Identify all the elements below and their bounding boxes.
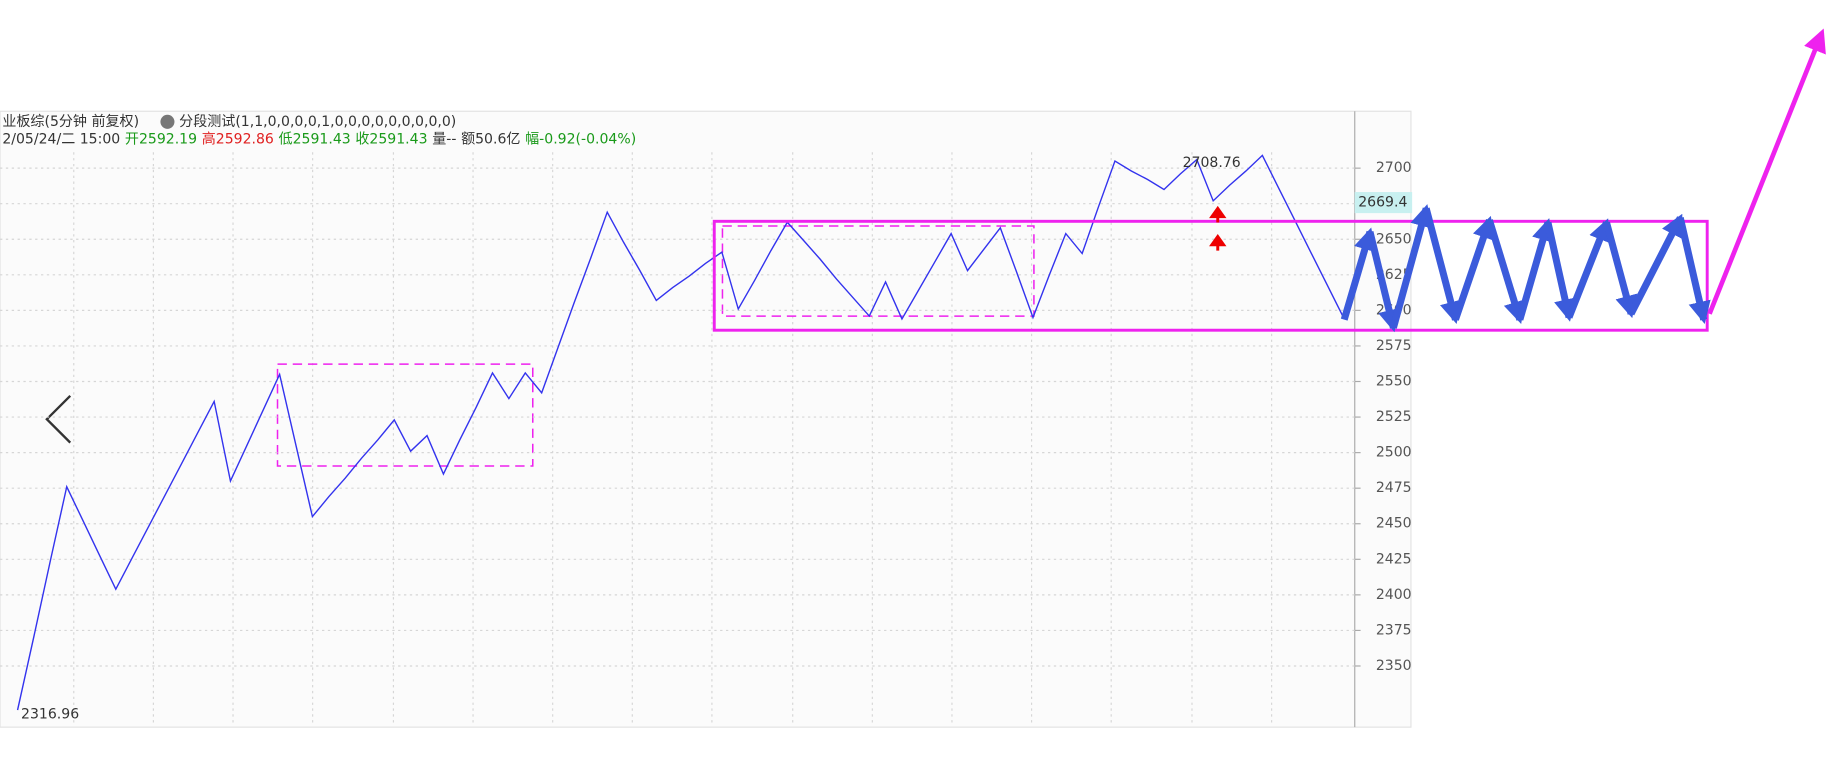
quote-item: 量-- [432,131,456,147]
quote-item: 2/05/24/二 15:00 [2,131,120,147]
quote-item: 收2591.43 [355,131,427,147]
low-label: 2316.96 [21,706,79,722]
y-tick-label: 2400 [1376,587,1412,603]
v-grid [73,152,1273,726]
quote-line: 2/05/24/二 15:00 开2592.19 高2592.86 低2591.43 收… [2,130,636,147]
y-tick-label: 2650 [1376,231,1412,247]
range-box [721,225,1035,317]
plot-panel [0,110,1412,728]
y-tick-label: 2575 [1376,338,1412,354]
y-tick-label: 2475 [1376,480,1412,496]
signal-arrows [1209,205,1227,251]
high-label: 2708.76 [1183,155,1241,171]
y-tick-label: 2450 [1376,516,1412,532]
price-tag-box [1354,192,1413,214]
y-tick-label: 2700 [1376,160,1412,176]
projection [1340,204,1711,333]
indicator: 分段测试(1,1,0,0,0,0,1,0,0,0,0,0,0,0,0,0) [179,114,456,130]
price-line [16,154,1345,711]
price-tag: 2669.4 [1358,195,1407,211]
y-tick-label: 2500 [1376,445,1412,461]
quote-item: 额50.6亿 [461,131,520,147]
quote-text: 2/05/24/二 15:00 开2592.19 高2592.86 低2591.43 收… [2,130,636,147]
y-tick-label: 2350 [1376,658,1412,674]
indicator-icon [160,114,175,129]
range-box [276,363,534,467]
quote-item: 幅-0.92(-0.04%) [525,131,636,147]
chart-title: 业板综(5分钟 前复权) [2,113,139,130]
range-box [712,219,1709,332]
y-tick-label: 2425 [1376,551,1412,567]
quote-item: 低2591.43 [279,131,351,147]
y-tick-label: 2550 [1376,374,1412,390]
quote-item: 开2592.19 [125,131,197,147]
y-tick-label: 2525 [1376,409,1412,425]
prev-button[interactable] [45,394,72,444]
y-tick-label: 2375 [1376,622,1412,638]
breakout-arrow [1707,28,1826,315]
quote-item: 高2592.86 [202,130,274,147]
